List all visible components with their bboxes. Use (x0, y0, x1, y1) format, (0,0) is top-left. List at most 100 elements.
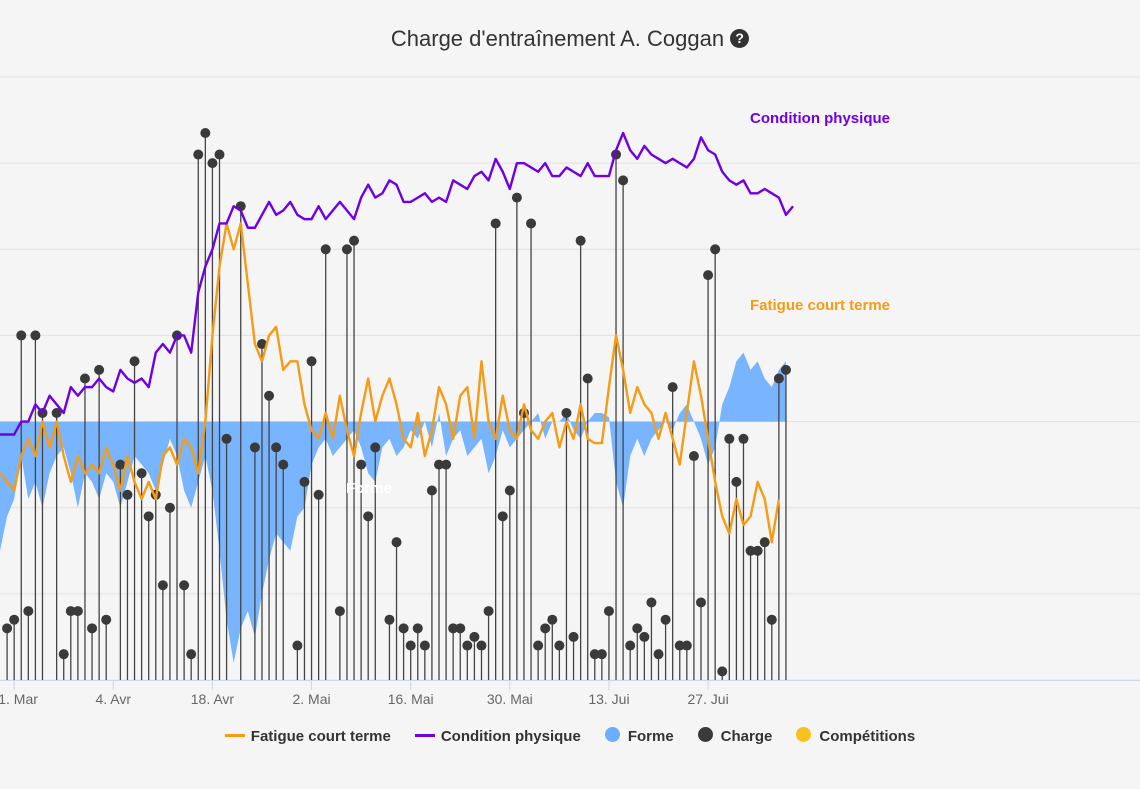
charge-point[interactable] (476, 640, 487, 680)
charge-marker[interactable] (349, 235, 360, 246)
charge-marker[interactable] (94, 364, 105, 375)
charge-marker[interactable] (299, 476, 310, 487)
charge-point[interactable] (632, 623, 643, 680)
charge-point[interactable] (292, 640, 303, 680)
charge-marker[interactable] (681, 640, 692, 651)
charge-marker[interactable] (164, 502, 175, 513)
charge-point[interactable] (320, 244, 331, 680)
charge-point[interactable] (618, 175, 629, 680)
charge-marker[interactable] (101, 614, 112, 625)
charge-point[interactable] (349, 235, 360, 680)
charge-marker[interactable] (271, 442, 282, 453)
charge-point[interactable] (533, 640, 544, 680)
charge-marker[interactable] (554, 640, 565, 651)
charge-point[interactable] (370, 442, 381, 680)
charge-marker[interactable] (441, 459, 452, 470)
charge-marker[interactable] (398, 623, 409, 634)
charge-point[interactable] (455, 623, 466, 680)
charge-point[interactable] (653, 649, 664, 680)
charge-point[interactable] (674, 640, 685, 680)
charge-marker[interactable] (731, 476, 742, 487)
charge-marker[interactable] (129, 356, 140, 367)
charge-marker[interactable] (533, 640, 544, 651)
charge-point[interactable] (193, 149, 204, 680)
charge-marker[interactable] (703, 270, 714, 281)
charge-marker[interactable] (674, 640, 685, 651)
charge-point[interactable] (731, 476, 742, 680)
charge-marker[interactable] (582, 373, 593, 384)
charge-point[interactable] (278, 459, 289, 680)
charge-marker[interactable] (264, 390, 275, 401)
charge-point[interactable] (264, 390, 275, 680)
charge-point[interactable] (136, 468, 147, 680)
legend-item-forme[interactable]: Forme (604, 727, 674, 745)
charge-point[interactable] (164, 502, 175, 680)
charge-marker[interactable] (221, 433, 232, 444)
charge-marker[interactable] (632, 623, 643, 634)
charge-marker[interactable] (249, 442, 260, 453)
charge-marker[interactable] (667, 382, 678, 393)
charge-point[interactable] (639, 631, 650, 680)
charge-marker[interactable] (419, 640, 430, 651)
charge-point[interactable] (738, 433, 749, 680)
charge-marker[interactable] (483, 606, 494, 617)
charge-point[interactable] (575, 235, 586, 680)
charge-marker[interactable] (278, 459, 289, 470)
charge-point[interactable] (186, 649, 197, 680)
charge-point[interactable] (391, 537, 402, 680)
legend-item-competitions[interactable]: Compétitions (796, 727, 915, 745)
charge-marker[interactable] (214, 149, 225, 160)
charge-marker[interactable] (766, 614, 777, 625)
charge-marker[interactable] (738, 433, 749, 444)
charge-marker[interactable] (207, 158, 218, 169)
charge-point[interactable] (490, 218, 501, 680)
charge-marker[interactable] (596, 649, 607, 660)
charge-marker[interactable] (320, 244, 331, 255)
charge-point[interactable] (710, 244, 721, 680)
charge-marker[interactable] (9, 614, 20, 625)
charge-marker[interactable] (115, 459, 126, 470)
charge-marker[interactable] (724, 433, 735, 444)
charge-point[interactable] (603, 606, 614, 680)
charge-marker[interactable] (589, 649, 600, 660)
charge-point[interactable] (72, 606, 83, 680)
charge-marker[interactable] (87, 623, 98, 634)
charge-marker[interactable] (618, 175, 629, 186)
charge-marker[interactable] (370, 442, 381, 453)
series-forme-area[interactable] (0, 352, 786, 663)
charge-point[interactable] (752, 545, 763, 680)
charge-point[interactable] (582, 373, 593, 681)
charge-marker[interactable] (568, 631, 579, 642)
question-circle-icon[interactable]: ? (730, 29, 750, 48)
charge-point[interactable] (87, 623, 98, 680)
charge-marker[interactable] (384, 614, 395, 625)
charge-point[interactable] (611, 149, 622, 680)
charge-point[interactable] (434, 459, 445, 680)
charge-point[interactable] (23, 606, 34, 680)
charge-point[interactable] (412, 623, 423, 680)
charge-marker[interactable] (334, 606, 345, 617)
charge-marker[interactable] (72, 606, 83, 617)
charge-marker[interactable] (688, 451, 699, 462)
legend-item-condition[interactable]: Condition physique (414, 728, 581, 745)
charge-point[interactable] (398, 623, 409, 680)
charge-marker[interactable] (136, 468, 147, 479)
charge-marker[interactable] (23, 606, 34, 617)
charge-marker[interactable] (504, 485, 515, 496)
charge-marker[interactable] (363, 511, 374, 522)
charge-point[interactable] (469, 631, 480, 680)
charge-marker[interactable] (639, 631, 650, 642)
charge-point[interactable] (745, 545, 756, 680)
charge-marker[interactable] (30, 330, 41, 341)
charge-marker[interactable] (603, 606, 614, 617)
charge-point[interactable] (256, 339, 267, 680)
charge-point[interactable] (688, 451, 699, 680)
charge-point[interactable] (681, 640, 692, 680)
charge-marker[interactable] (434, 459, 445, 470)
charge-point[interactable] (356, 459, 367, 680)
charge-point[interactable] (122, 489, 133, 680)
charge-point[interactable] (717, 666, 728, 680)
charge-point[interactable] (313, 489, 324, 680)
charge-marker[interactable] (65, 606, 76, 617)
charge-point[interactable] (483, 606, 494, 680)
